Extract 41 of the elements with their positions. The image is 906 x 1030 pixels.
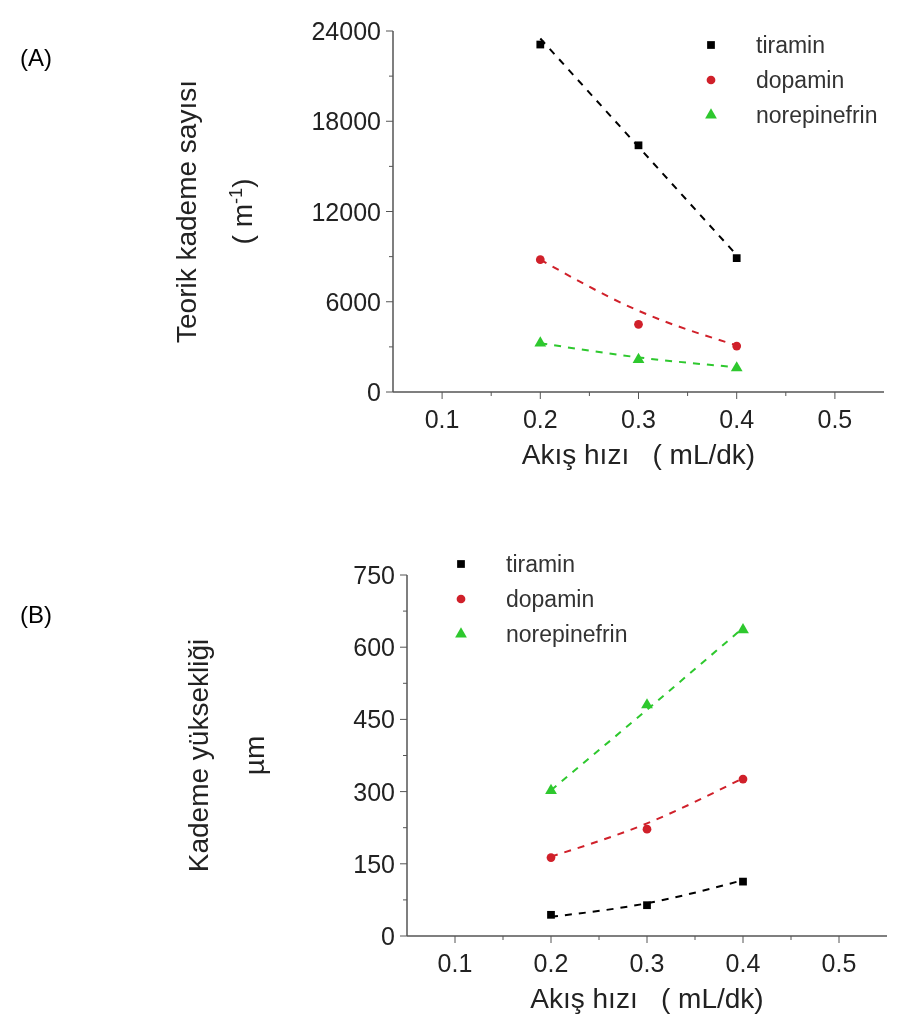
legend-label: tiramin bbox=[506, 551, 576, 577]
legend-label: norepinefrin bbox=[506, 621, 628, 647]
y-tick-label: 6000 bbox=[325, 287, 381, 316]
x-tick-label: 0.4 bbox=[725, 949, 761, 977]
x-axis-title: Akış hızı ( mL/dk) bbox=[521, 439, 756, 470]
x-tick-label: 0.1 bbox=[437, 949, 473, 977]
y-tick-label: 150 bbox=[353, 849, 395, 878]
point bbox=[732, 254, 741, 262]
x-tick-label: 0.2 bbox=[522, 405, 558, 433]
x-axis-title: Akış hızı ( mL/dk) bbox=[530, 983, 764, 1014]
x-tick-label: 0.2 bbox=[533, 949, 569, 977]
y-tick-label: 24000 bbox=[311, 17, 381, 45]
y-tick-label: 450 bbox=[353, 705, 395, 734]
text: (A) bbox=[20, 44, 52, 71]
legend-label: dopamin bbox=[756, 67, 845, 93]
x-tick-label: 0.4 bbox=[719, 405, 755, 433]
point bbox=[547, 910, 555, 919]
legend-label: tiramin bbox=[756, 32, 826, 58]
text: (B) bbox=[20, 601, 52, 628]
point bbox=[634, 319, 643, 329]
legend-label: dopamin bbox=[506, 586, 595, 612]
y-tick-label: 750 bbox=[353, 561, 395, 589]
y-tick-label: 0 bbox=[367, 378, 381, 406]
y-tick-label: 600 bbox=[353, 633, 395, 662]
point bbox=[739, 877, 747, 886]
x-tick-label: 0.3 bbox=[621, 405, 656, 433]
y-tick-label: 18000 bbox=[311, 107, 381, 136]
x-tick-label: 0.1 bbox=[424, 405, 460, 433]
x-tick-label: 0.3 bbox=[629, 949, 665, 977]
legend-label: norepinefrin bbox=[756, 102, 878, 128]
y-axis-title: Kademe yüksekliği µm bbox=[183, 638, 270, 873]
point bbox=[737, 623, 749, 634]
point bbox=[738, 774, 748, 784]
x-tick-label: 0.5 bbox=[821, 949, 857, 977]
point bbox=[642, 824, 652, 834]
point bbox=[534, 336, 547, 347]
point bbox=[643, 901, 651, 910]
y-tick-label: 12000 bbox=[311, 197, 381, 226]
x-tick-label: 0.5 bbox=[817, 405, 853, 433]
y-tick-label: 300 bbox=[353, 777, 395, 806]
y-tick-label: 0 bbox=[381, 922, 395, 950]
